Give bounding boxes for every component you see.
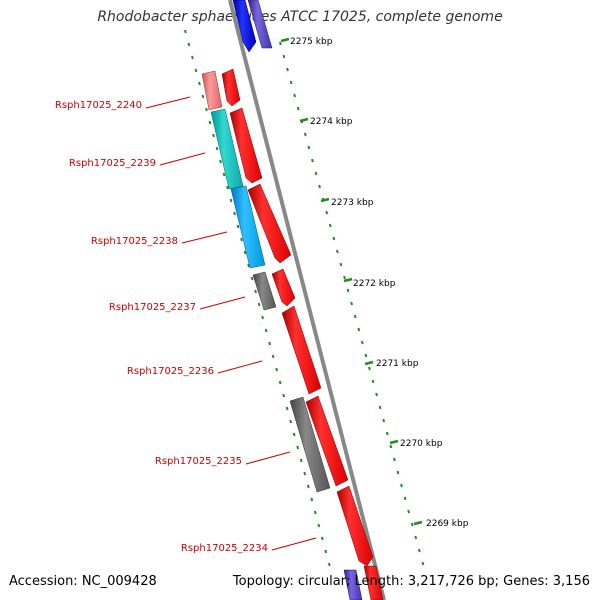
ruler-tick-label: 2273 kbp bbox=[331, 198, 374, 208]
gene-block-2240 bbox=[201, 70, 223, 111]
accession-text: Accession: NC_009428 bbox=[9, 574, 157, 589]
forward-cds-arrow bbox=[271, 268, 296, 307]
gene-label[interactable]: Rsph17025_2238 bbox=[91, 236, 178, 247]
gene-label[interactable]: Rsph17025_2240 bbox=[55, 100, 142, 111]
forward-cds-arrow bbox=[281, 305, 322, 395]
ruler-tick-label: 2272 kbp bbox=[353, 279, 396, 289]
ruler-tick-label: 2271 kbp bbox=[376, 359, 419, 369]
forward-cds-arrow bbox=[336, 485, 374, 567]
ruler-tick-label: 2269 kbp bbox=[426, 519, 469, 529]
gene-label[interactable]: Rsph17025_2234 bbox=[181, 543, 268, 554]
gene-label[interactable]: Rsph17025_2239 bbox=[69, 158, 156, 169]
ruler-major-tick bbox=[413, 520, 423, 526]
purple-feature bbox=[247, 0, 273, 49]
forward-cds-group bbox=[221, 68, 374, 567]
forward-cds-arrow bbox=[221, 68, 241, 107]
gene-label[interactable]: Rsph17025_2237 bbox=[109, 302, 196, 313]
gene-block-2235 bbox=[289, 396, 331, 493]
ruler-major-tick bbox=[320, 197, 330, 203]
blue-feature-bottom bbox=[343, 569, 363, 600]
forward-cds-arrow bbox=[229, 107, 263, 184]
gene-label-leader-line bbox=[145, 96, 191, 109]
gene-label-leader-line bbox=[217, 360, 263, 374]
ruler-major-tick bbox=[389, 439, 399, 445]
red-feature-bottom bbox=[363, 565, 384, 600]
gene-label-leader-line bbox=[181, 231, 228, 244]
feature-track-dotted-line bbox=[184, 29, 331, 567]
gene-label-leader-line bbox=[245, 451, 291, 465]
map-title: Rhodobacter sphaeroides ATCC 17025, comp… bbox=[97, 9, 503, 25]
forward-cds-arrow bbox=[305, 395, 349, 487]
gene-label[interactable]: Rsph17025_2235 bbox=[155, 456, 242, 467]
gene-block-2239 bbox=[210, 108, 244, 190]
gene-label-leader-line bbox=[199, 296, 246, 310]
ruler-major-tick bbox=[364, 360, 374, 366]
ruler-major-tick bbox=[280, 37, 290, 43]
gene-label-leader-line bbox=[159, 152, 206, 166]
ruler-tick-label: 2274 kbp bbox=[310, 117, 353, 127]
genome-backbone bbox=[228, 0, 386, 600]
gene-label[interactable]: Rsph17025_2236 bbox=[127, 366, 214, 377]
summary-text: Topology: circular; Length: 3,217,726 bp… bbox=[232, 574, 590, 589]
gene-block-2237 bbox=[252, 271, 277, 311]
blue-feature bbox=[232, 0, 257, 53]
ruler-tick-label: 2270 kbp bbox=[400, 439, 443, 449]
forward-cds-arrow bbox=[247, 183, 292, 264]
ruler-tick-label: 2275 kbp bbox=[290, 37, 333, 47]
ruler-major-tick bbox=[299, 117, 309, 123]
gene-label-leader-line bbox=[271, 537, 317, 551]
gene-block-2238 bbox=[230, 185, 266, 269]
ruler-dotted-line bbox=[279, 41, 425, 566]
ruler-major-tick bbox=[343, 277, 353, 283]
